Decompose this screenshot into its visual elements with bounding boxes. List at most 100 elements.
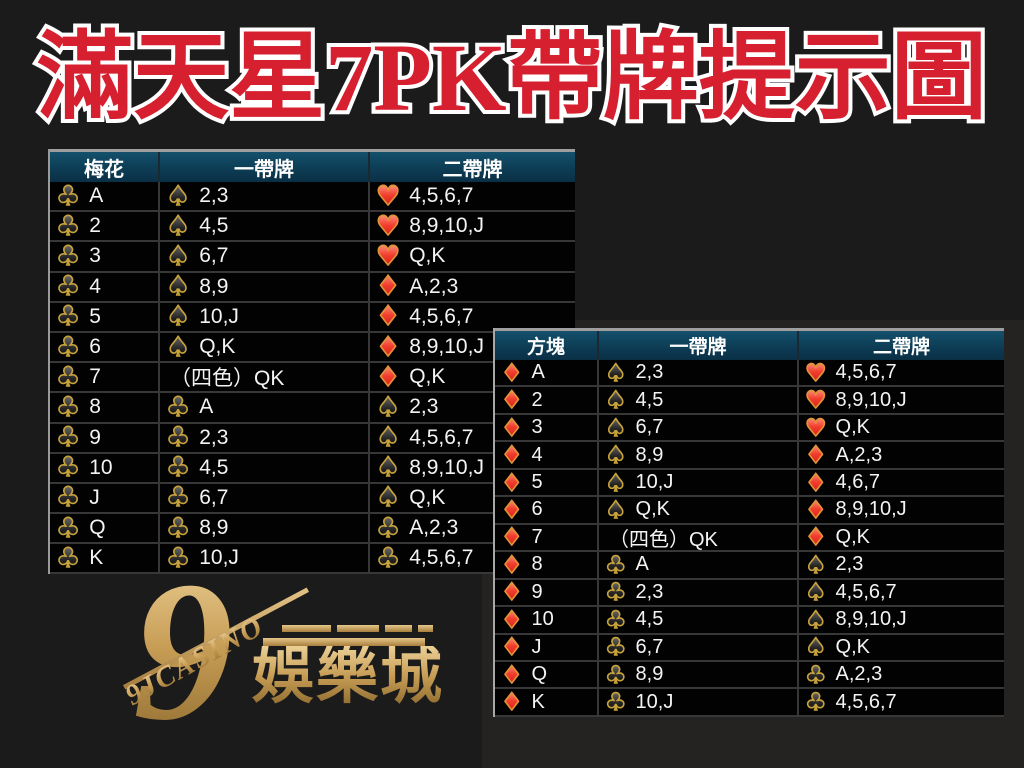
column-header-one-card: 一帶牌 <box>599 331 799 360</box>
cell-text: 10,J <box>635 690 674 713</box>
table-cell: ♥ 8,9,10,J <box>799 387 1004 413</box>
table-cell: ♣ 4,5 <box>160 453 370 482</box>
table-cell: ♦ A <box>495 360 599 386</box>
spade-icon: ♠ <box>604 360 627 386</box>
logo-bar <box>282 625 331 632</box>
club-icon: ♣ <box>604 552 627 578</box>
diamond-icon: ♦ <box>500 442 523 468</box>
table-body: ♦ A ♠ 2,3 ♥ 4,5,6,7 ♦ 2 ♠ 4,5 ♥ 8,9,10,J ♦ 3 ♠ 6,7 ♥ Q,K ♦… <box>495 360 1004 717</box>
club-icon: ♣ <box>604 661 627 688</box>
club-icon: ♣ <box>604 579 627 606</box>
logo-long-bar <box>263 638 425 646</box>
table-cell: ♠ 8,9,10,J <box>799 607 1004 633</box>
diamond-icon: ♦ <box>375 272 401 301</box>
spade-icon: ♠ <box>165 242 191 271</box>
cell-text: A <box>89 184 104 208</box>
table-cell: ♠ 6,7 <box>599 414 799 441</box>
spade-icon: ♠ <box>165 182 191 211</box>
table-cell: ♣ 10,J <box>599 689 799 715</box>
spade-icon: ♠ <box>604 442 627 468</box>
diamond-icon: ♦ <box>804 524 827 551</box>
table-row: ♦ 2 ♠ 4,5 ♥ 8,9,10,J <box>495 387 1004 415</box>
cell-text: 2,3 <box>409 395 439 419</box>
club-icon: ♣ <box>804 661 827 688</box>
cell-text: 8 <box>89 395 101 419</box>
cell-text: 4,5 <box>199 455 229 479</box>
spade-icon: ♠ <box>165 302 191 331</box>
table-row: ♦ 7 （四色）QK ♦ Q,K <box>495 524 1004 553</box>
cell-text: 5 <box>89 304 101 328</box>
cell-text: A,2,3 <box>835 663 883 686</box>
heart-icon: ♥ <box>804 360 827 386</box>
table-cell: ♠ 2,3 <box>160 182 370 211</box>
table-cell: ♣ 4,5,6,7 <box>799 689 1004 715</box>
club-icon: ♣ <box>165 393 191 422</box>
cell-text: 8,9 <box>635 663 664 686</box>
cell-text: 2,3 <box>635 580 664 603</box>
table-cell: ♣ A,2,3 <box>799 661 1004 688</box>
table-cell: ♣ 10,J <box>160 544 370 573</box>
cell-text: 9 <box>531 580 543 603</box>
club-icon: ♣ <box>165 423 191 452</box>
table-row: ♦ 5 ♠ 10,J ♦ 4,6,7 <box>495 469 1004 498</box>
table-cell: ♣ 9 <box>50 423 160 452</box>
cell-text: A,2,3 <box>835 443 883 466</box>
table-row: ♦ 4 ♠ 8,9 ♦ A,2,3 <box>495 442 1004 470</box>
cell-text: 6,7 <box>199 244 229 268</box>
spade-icon: ♠ <box>165 212 191 241</box>
club-icon: ♣ <box>165 544 191 573</box>
cell-text: 10,J <box>635 471 674 494</box>
club-icon: ♣ <box>55 453 81 482</box>
column-header-suit: 方塊 <box>495 331 599 360</box>
cell-text: （四色）QK <box>170 367 285 391</box>
cell-text: 4,5,6,7 <box>835 580 897 603</box>
diamond-icon: ♦ <box>500 661 523 688</box>
table-row: ♣ 6 ♠ Q,K ♦ 8,9,10,J <box>50 332 575 364</box>
cell-text: 8 <box>531 553 543 576</box>
cell-text: 8,9,10,J <box>409 335 484 359</box>
cell-text: Q,K <box>835 635 870 658</box>
table-cell: ♣ 8 <box>50 393 160 422</box>
diamond-icon: ♦ <box>375 332 401 362</box>
logo-bar <box>337 625 379 632</box>
table-cell: ♠ 2,3 <box>599 360 799 386</box>
logo-cjk-text: 娛樂城 <box>252 643 445 711</box>
club-icon: ♣ <box>375 514 401 543</box>
cell-text: 8,9 <box>635 443 664 466</box>
cell-text: 4,5,6,7 <box>835 690 897 713</box>
cell-text: 2 <box>531 388 543 411</box>
cell-text: J <box>531 635 542 658</box>
table-cell: ♣ A <box>50 182 160 211</box>
table-cell: ♣ 2,3 <box>599 579 799 606</box>
spade-icon: ♠ <box>375 423 401 452</box>
diamonds-table: 方塊 一帶牌 二帶牌 ♦ A ♠ 2,3 ♥ 4,5,6,7 ♦ 2 ♠ 4,5 ♥ 8,9,10,J… <box>493 328 1004 717</box>
diamond-icon: ♦ <box>375 363 401 392</box>
heart-icon: ♥ <box>375 212 401 241</box>
cell-text: 4 <box>89 274 101 298</box>
table-cell: ♣ 6 <box>50 332 160 362</box>
table-cell: ♦ 5 <box>495 469 599 496</box>
cell-text: Q,K <box>409 244 446 268</box>
table-cell: ♦ 3 <box>495 414 599 441</box>
table-cell: ♦ 8,9,10,J <box>370 332 575 362</box>
table-cell: ♠ 4,5 <box>599 387 799 413</box>
table-row: ♦ Q ♣ 8,9 ♣ A,2,3 <box>495 661 1004 690</box>
table-row: ♣ 5 ♠ 10,J ♦ 4,5,6,7 <box>50 302 575 333</box>
logo-brand-text: 9JCASINO <box>120 609 270 713</box>
cell-text: A,2,3 <box>409 274 459 298</box>
diamond-icon: ♦ <box>500 497 523 523</box>
logo-nine-glyph: 9 <box>133 541 233 762</box>
table-cell: ♦ A,2,3 <box>370 272 575 301</box>
table-row: ♦ 3 ♠ 6,7 ♥ Q,K <box>495 414 1004 443</box>
cell-text: 8,9,10,J <box>835 608 907 631</box>
table-row: ♦ A ♠ 2,3 ♥ 4,5,6,7 <box>495 360 1004 388</box>
table-cell: ♣ 6,7 <box>160 483 370 513</box>
club-icon: ♣ <box>165 514 191 543</box>
cell-text: 4 <box>531 443 543 466</box>
spade-icon: ♠ <box>804 552 827 578</box>
cell-text: A <box>531 361 545 384</box>
table-cell: ♣ J <box>50 483 160 513</box>
spade-icon: ♠ <box>165 332 191 362</box>
table-cell: ♦ 8 <box>495 552 599 578</box>
cell-text: 3 <box>89 244 101 268</box>
